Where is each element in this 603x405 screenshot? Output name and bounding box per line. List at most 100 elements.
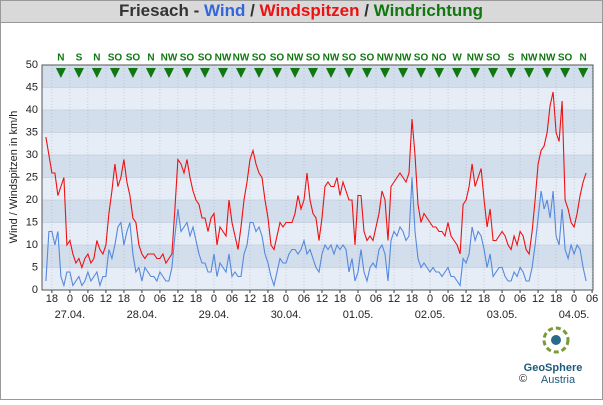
logo-mark [551, 335, 561, 345]
direction-label: SO [306, 53, 321, 64]
x-tick-label: 12 [172, 293, 184, 305]
direction-label: W [452, 53, 462, 64]
band [42, 177, 593, 200]
y-tick-label: 10 [26, 239, 38, 251]
direction-label: NW [215, 53, 232, 64]
x-tick-label: 12 [244, 293, 256, 305]
y-tick-label: 30 [26, 149, 38, 161]
x-tick-label: 18 [262, 293, 274, 305]
direction-label: SO [252, 53, 267, 64]
date-label: 27.04. [55, 309, 86, 321]
x-tick-label: 12 [388, 293, 400, 305]
direction-arrow [199, 68, 210, 78]
band [42, 132, 593, 155]
title-part: Wind [204, 1, 245, 20]
x-tick-label: 0 [571, 293, 577, 305]
date-label: 30.04. [271, 309, 302, 321]
logo-name: GeoSphere [524, 362, 583, 374]
direction-arrow [452, 68, 463, 78]
x-tick-label: 06 [514, 293, 526, 305]
date-label: 01.05. [343, 309, 374, 321]
x-tick-label: 12 [460, 293, 472, 305]
y-tick-label: 5 [32, 261, 38, 273]
direction-label: NW [377, 53, 394, 64]
direction-arrow [235, 68, 246, 78]
series-line [45, 91, 587, 270]
band [42, 267, 593, 290]
x-tick-label: 0 [499, 293, 505, 305]
date-label: 28.04. [127, 309, 158, 321]
direction-label: N [57, 53, 64, 64]
direction-label: NW [521, 53, 538, 64]
y-tick-label: 50 [26, 59, 38, 71]
y-tick-label: 20 [26, 194, 38, 206]
y-tick-label: 35 [26, 126, 38, 138]
direction-label: NW [467, 53, 484, 64]
x-tick-label: 18 [334, 293, 346, 305]
x-tick-label: 0 [427, 293, 433, 305]
band [42, 155, 593, 178]
direction-arrow [181, 68, 192, 78]
band [42, 222, 593, 245]
band [42, 245, 593, 268]
x-tick-label: 18 [406, 293, 418, 305]
direction-arrow [344, 68, 355, 78]
direction-label: S [76, 53, 83, 64]
y-tick-label: 25 [26, 171, 38, 183]
y-tick-label: 40 [26, 104, 38, 116]
direction-arrow [470, 68, 481, 78]
direction-arrow [362, 68, 373, 78]
date-label: 03.05. [487, 309, 518, 321]
direction-label: SO [360, 53, 375, 64]
title-part: Windspitzen [260, 1, 360, 20]
direction-arrow [289, 68, 300, 78]
direction-arrow [524, 68, 535, 78]
direction-arrow [560, 68, 571, 78]
logo-sub: Austria [541, 374, 576, 386]
title-part: Friesach - [119, 1, 204, 20]
x-tick-label: 12 [100, 293, 112, 305]
y-tick-label: 15 [26, 216, 38, 228]
x-tick-label: 06 [82, 293, 94, 305]
direction-arrow [578, 68, 589, 78]
direction-arrow [542, 68, 553, 78]
x-tick-label: 06 [226, 293, 238, 305]
direction-arrow [91, 68, 102, 78]
y-tick-label: 0 [32, 284, 38, 296]
direction-arrow [326, 68, 337, 78]
direction-label: SO [414, 53, 429, 64]
y-tick-label: 45 [26, 81, 38, 93]
x-tick-label: 12 [316, 293, 328, 305]
x-tick-label: 06 [586, 293, 598, 305]
x-tick-label: 0 [139, 293, 145, 305]
x-tick-label: 0 [283, 293, 289, 305]
direction-arrow [127, 68, 138, 78]
direction-label: SO [108, 53, 123, 64]
direction-label: SO [486, 53, 501, 64]
x-tick-label: 0 [355, 293, 361, 305]
logo: GeoSphere Austria © [519, 326, 583, 386]
direction-arrow [488, 68, 499, 78]
title-part: Windrichtung [374, 1, 483, 20]
date-label: 04.05. [559, 309, 590, 321]
y-axis-label: Wind / Windspitzen in km/h [8, 111, 20, 244]
direction-arrow [73, 68, 84, 78]
x-tick-label: 18 [190, 293, 202, 305]
direction-label: SO [270, 53, 285, 64]
x-tick-label: 12 [532, 293, 544, 305]
direction-label: NW [161, 53, 178, 64]
direction-label: SO [558, 53, 573, 64]
direction-label: N [579, 53, 586, 64]
direction-label: NW [539, 53, 556, 64]
chart-title: Friesach - Wind / Windspitzen / Windrich… [119, 1, 483, 20]
direction-label: N [93, 53, 100, 64]
direction-label: S [508, 53, 515, 64]
band [42, 110, 593, 133]
x-tick-label: 0 [67, 293, 73, 305]
x-tick-label: 06 [298, 293, 310, 305]
direction-label: NW [395, 53, 412, 64]
direction-label: SO [342, 53, 357, 64]
x-tick-label: 06 [370, 293, 382, 305]
direction-label: SO [180, 53, 195, 64]
